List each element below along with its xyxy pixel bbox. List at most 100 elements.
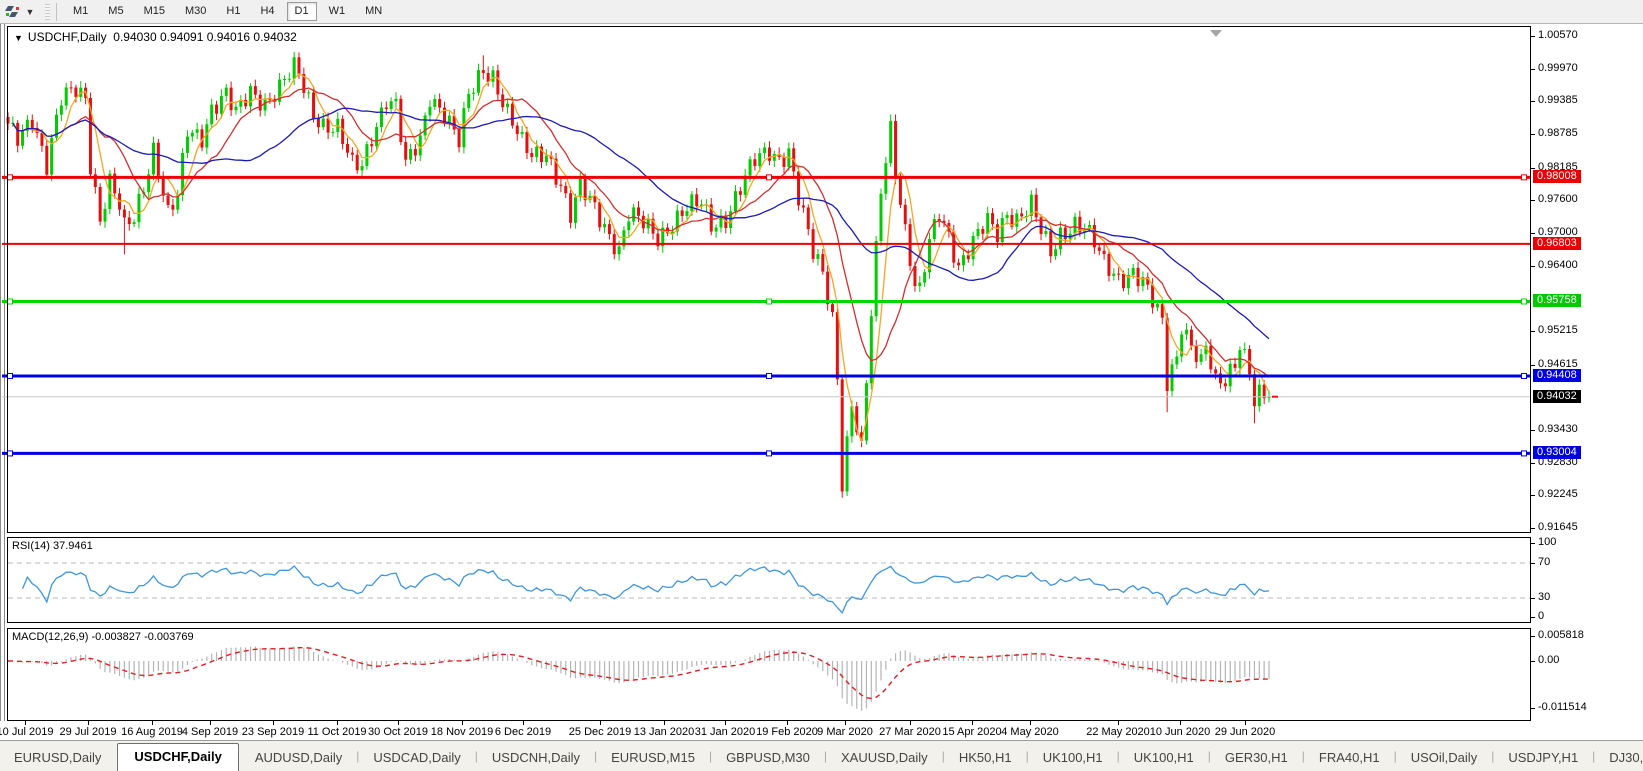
date-label: 31 Jan 2020 bbox=[694, 726, 756, 738]
date-label: 10 Jun 2020 bbox=[1149, 726, 1211, 738]
tab-FRA40-H1[interactable]: FRA40,H1 bbox=[1318, 750, 1380, 765]
price-tick-label: 0.96400 bbox=[1538, 259, 1578, 271]
axis-tick bbox=[1530, 101, 1535, 102]
tab-separator: | bbox=[941, 748, 945, 763]
main-chart-canvas[interactable] bbox=[0, 26, 1643, 533]
date-label: 18 Nov 2019 bbox=[430, 726, 494, 738]
rsi-value: 37.9461 bbox=[52, 540, 93, 552]
hline-0.94408[interactable] bbox=[2, 372, 1530, 379]
collapse-caret-icon[interactable]: ▼ bbox=[14, 33, 23, 43]
date-label: 22 May 2020 bbox=[1086, 726, 1150, 738]
tab-EURUSD-Daily[interactable]: EURUSD,Daily bbox=[14, 750, 102, 765]
tab-EURUSD-M15[interactable]: EURUSD,M15 bbox=[611, 750, 695, 765]
hline-0.93004[interactable] bbox=[2, 450, 1530, 457]
hline-handle[interactable] bbox=[7, 450, 13, 457]
rsi-tick-label: 100 bbox=[1538, 536, 1557, 548]
axis-tick bbox=[1530, 36, 1535, 37]
tab-separator: | bbox=[1592, 748, 1596, 763]
tab-USDJPY-H1[interactable]: USDJPY,H1 bbox=[1508, 750, 1579, 765]
tab-GER30-H1[interactable]: GER30,H1 bbox=[1224, 750, 1288, 765]
date-tick bbox=[1245, 721, 1246, 725]
hline-handle[interactable] bbox=[1521, 372, 1527, 379]
timeframe-button-H4[interactable]: H4 bbox=[252, 2, 282, 21]
tab-separator: | bbox=[708, 748, 713, 763]
date-axis: 10 Jul 2019 29 Jul 2019 16 Aug 2019 4 Sep 2… bbox=[0, 721, 1643, 739]
tab-USDCNH-Daily[interactable]: USDCNH,Daily bbox=[491, 750, 581, 765]
hline-handle[interactable] bbox=[766, 372, 772, 379]
rsi-line bbox=[21, 565, 1270, 614]
tab-DJ30-M15[interactable]: DJ30,M15 bbox=[1609, 750, 1643, 765]
periods-dropdown-icon[interactable]: ▼ bbox=[25, 6, 35, 17]
timeframe-button-W1[interactable]: W1 bbox=[321, 2, 354, 21]
date-label: 16 Aug 2019 bbox=[121, 726, 183, 738]
macd-label: MACD(12,26,9) -0.003827 -0.003769 bbox=[12, 631, 194, 643]
macd-panel: MACD(12,26,9) -0.003827 -0.003769 bbox=[0, 628, 1643, 721]
price-tick-label: 0.98785 bbox=[1538, 127, 1578, 139]
hline-0.95758[interactable] bbox=[2, 298, 1530, 305]
date-tick bbox=[664, 721, 665, 725]
tab-HK50-H1[interactable]: HK50,H1 bbox=[958, 750, 1012, 765]
macd-tick-label: -0.011514 bbox=[1538, 701, 1587, 713]
macd-tick-label: 0.005818 bbox=[1538, 629, 1584, 641]
date-label: 9 Mar 2020 bbox=[817, 726, 873, 738]
ma-5-line bbox=[12, 72, 1270, 444]
date-label: 29 Jun 2020 bbox=[1214, 726, 1276, 738]
axis-tick bbox=[1530, 134, 1535, 135]
tab-separator: | bbox=[1393, 748, 1397, 763]
date-tick bbox=[600, 721, 601, 725]
date-label: 19 Feb 2020 bbox=[756, 726, 818, 738]
price-level-badge-0.98008: 0.98008 bbox=[1533, 170, 1581, 183]
hline-handle[interactable] bbox=[766, 450, 772, 457]
axis-tick bbox=[1530, 661, 1535, 662]
date-label: 15 Apr 2020 bbox=[942, 726, 1002, 738]
date-label: 6 Dec 2019 bbox=[494, 726, 552, 738]
chart-shift-marker-icon[interactable] bbox=[1210, 30, 1222, 37]
price-tick-label: 0.99385 bbox=[1538, 94, 1578, 106]
timeframe-button-M15[interactable]: M15 bbox=[136, 2, 173, 21]
date-tick bbox=[25, 721, 26, 725]
hline-handle[interactable] bbox=[7, 298, 13, 305]
hline-0.98008[interactable] bbox=[2, 174, 1530, 181]
macd-canvas[interactable] bbox=[0, 628, 1643, 721]
tab-separator: | bbox=[1301, 748, 1305, 763]
tab-UK100-H1[interactable]: UK100,H1 bbox=[1133, 750, 1194, 765]
date-label: 13 Jan 2020 bbox=[633, 726, 695, 738]
tab-USDCAD-Daily[interactable]: USDCAD,Daily bbox=[373, 750, 461, 765]
hline-handle[interactable] bbox=[7, 372, 13, 379]
hline-handle[interactable] bbox=[766, 174, 772, 181]
axis-tick bbox=[1530, 266, 1535, 267]
tab-USOil-Daily[interactable]: USOil,Daily bbox=[1410, 750, 1478, 765]
rsi-canvas[interactable] bbox=[0, 537, 1643, 623]
hline-handle[interactable] bbox=[7, 174, 13, 181]
price-tick-label: 0.99970 bbox=[1538, 62, 1578, 74]
timeframe-button-H1[interactable]: H1 bbox=[218, 2, 248, 21]
timeframe-button-M30[interactable]: M30 bbox=[177, 2, 214, 21]
tab-USDCHF-Daily[interactable]: USDCHF,Daily bbox=[117, 743, 239, 771]
periods-icon[interactable] bbox=[3, 3, 23, 21]
main-chart-frame bbox=[7, 26, 1531, 533]
tab-GBPUSD-M30[interactable]: GBPUSD,M30 bbox=[726, 750, 810, 765]
toolbar-separator bbox=[56, 2, 57, 21]
timeframe-button-MN[interactable]: MN bbox=[357, 2, 390, 21]
hline-handle[interactable] bbox=[1521, 174, 1527, 181]
date-tick bbox=[910, 721, 911, 725]
date-tick bbox=[210, 721, 211, 725]
timeframe-button-M5[interactable]: M5 bbox=[100, 2, 131, 21]
tab-UK100-H1[interactable]: UK100,H1 bbox=[1042, 750, 1103, 765]
date-label: 4 Sep 2019 bbox=[181, 726, 239, 738]
timeframe-button-M1[interactable]: M1 bbox=[65, 2, 96, 21]
axis-tick bbox=[1530, 528, 1535, 529]
hline-handle[interactable] bbox=[1521, 298, 1527, 305]
hline-handle[interactable] bbox=[766, 298, 772, 305]
axis-tick bbox=[1530, 200, 1535, 201]
axis-tick bbox=[1530, 495, 1535, 496]
timeframe-button-D1[interactable]: D1 bbox=[286, 2, 317, 21]
tab-XAUUSD-Daily[interactable]: XAUUSD,Daily bbox=[841, 750, 928, 765]
hline-handle[interactable] bbox=[1521, 450, 1527, 457]
date-label: 25 Dec 2019 bbox=[568, 726, 632, 738]
date-tick bbox=[398, 721, 399, 725]
price-level-badge-0.96803: 0.96803 bbox=[1533, 237, 1581, 250]
tab-AUDUSD-Daily[interactable]: AUDUSD,Daily bbox=[254, 750, 343, 765]
date-tick bbox=[845, 721, 846, 725]
axis-tick bbox=[1530, 598, 1535, 599]
